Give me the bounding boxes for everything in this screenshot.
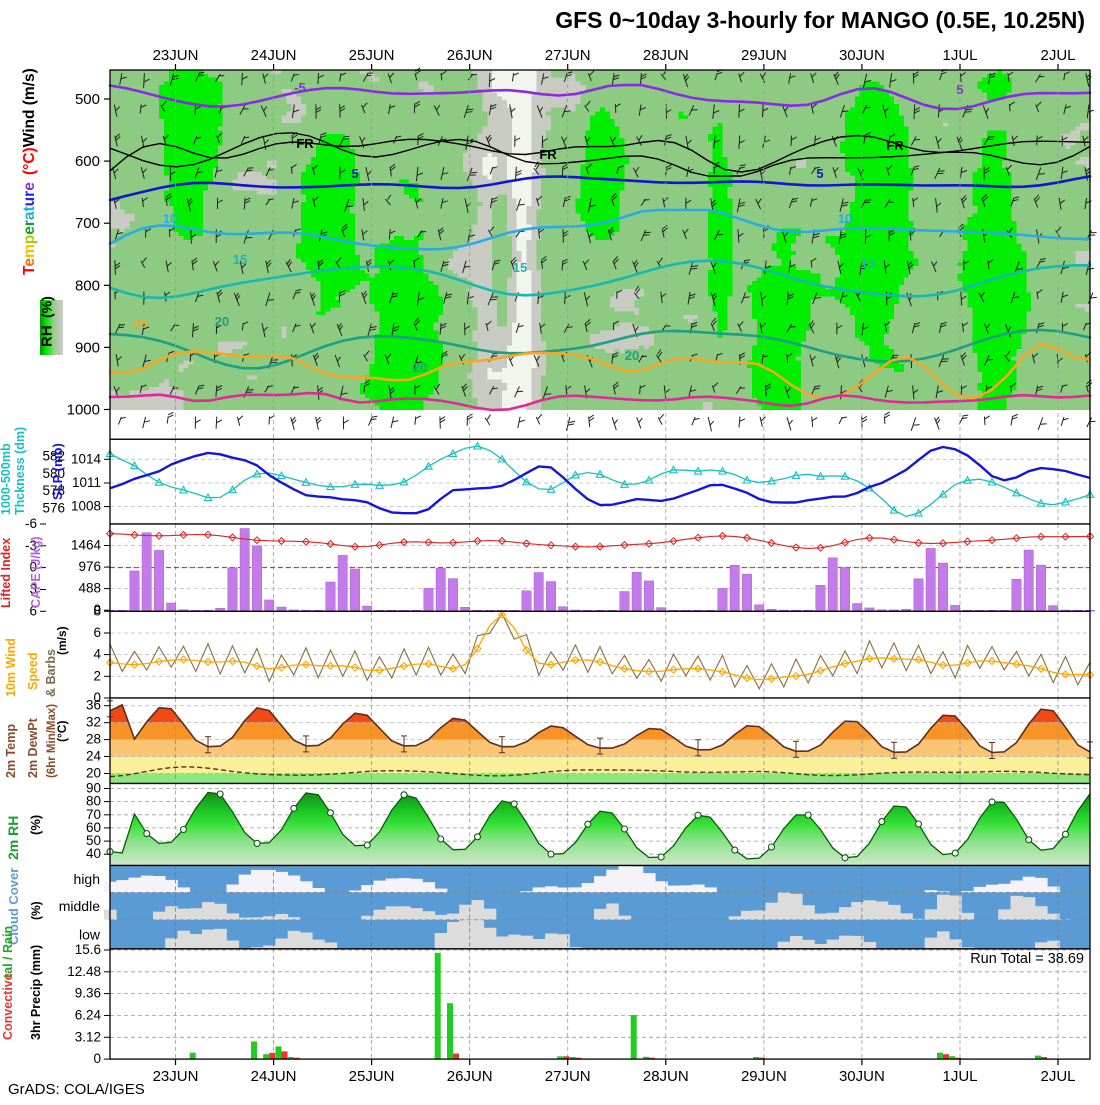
svg-text:1JUL: 1JUL — [942, 47, 977, 64]
svg-text:-6: -6 — [25, 516, 37, 531]
svg-text:tal / Rain: tal / Rain — [1, 926, 15, 978]
svg-text:-5: -5 — [294, 80, 306, 95]
svg-text:FR: FR — [539, 147, 557, 162]
svg-text:SLP (mb): SLP (mb) — [50, 443, 65, 500]
svg-text:6.24: 6.24 — [75, 1008, 102, 1023]
svg-text:5: 5 — [351, 166, 358, 181]
svg-text:25JUN: 25JUN — [349, 47, 395, 64]
svg-text:50: 50 — [86, 833, 101, 848]
svg-text:RH: RH — [39, 325, 56, 347]
svg-text:27JUN: 27JUN — [545, 1068, 591, 1085]
svg-text:29JUN: 29JUN — [741, 47, 787, 64]
svg-text:0: 0 — [93, 1051, 101, 1066]
svg-text:1000-500mb: 1000-500mb — [0, 443, 13, 515]
svg-text:(m/s): (m/s) — [55, 626, 69, 655]
svg-text:20: 20 — [215, 314, 229, 329]
svg-text:24JUN: 24JUN — [251, 47, 297, 64]
svg-text:Convective: Convective — [1, 973, 15, 1040]
svg-text:15.6: 15.6 — [75, 942, 101, 957]
svg-text:12.48: 12.48 — [67, 964, 101, 979]
svg-text:600: 600 — [75, 153, 100, 170]
svg-text:24JUN: 24JUN — [251, 1068, 297, 1085]
svg-text:(°C): (°C) — [55, 721, 69, 742]
svg-text:10: 10 — [163, 211, 177, 226]
svg-text:1464: 1464 — [71, 538, 102, 553]
svg-text:700: 700 — [75, 215, 100, 232]
svg-text:15: 15 — [233, 252, 247, 267]
svg-text:1008: 1008 — [71, 499, 101, 514]
svg-text:low: low — [79, 926, 101, 942]
svg-text:GrADS: COLA/IGES: GrADS: COLA/IGES — [8, 1081, 145, 1098]
svg-text:20: 20 — [86, 766, 101, 781]
svg-text:24: 24 — [86, 749, 102, 764]
svg-text:2m DewPt: 2m DewPt — [26, 717, 40, 778]
svg-text:800: 800 — [75, 277, 100, 294]
svg-text:27JUN: 27JUN — [545, 47, 591, 64]
svg-text:23JUN: 23JUN — [153, 47, 199, 64]
svg-text:3hr Precip (mm): 3hr Precip (mm) — [29, 945, 43, 1040]
svg-text:60: 60 — [86, 820, 101, 835]
svg-text:& Barbs: & Barbs — [44, 649, 58, 697]
svg-text:29JUN: 29JUN — [741, 1068, 787, 1085]
svg-text:70: 70 — [86, 807, 101, 822]
svg-text:900: 900 — [75, 339, 100, 356]
svg-text:(%): (%) — [28, 815, 43, 835]
svg-text:high: high — [74, 871, 100, 887]
svg-text:FR: FR — [296, 136, 314, 151]
svg-text:Temperature: Temperature — [21, 182, 38, 275]
svg-text:500: 500 — [75, 91, 100, 108]
svg-text:1000: 1000 — [67, 402, 100, 419]
svg-text:CAPE (J/kg): CAPE (J/kg) — [29, 536, 43, 608]
svg-text:GFS 0~10day 3-hourly for MANGO: GFS 0~10day 3-hourly for MANGO (0.5E, 10… — [555, 7, 1085, 33]
svg-text:28JUN: 28JUN — [643, 1068, 689, 1085]
svg-text:30JUN: 30JUN — [839, 1068, 885, 1085]
svg-text:28JUN: 28JUN — [643, 47, 689, 64]
svg-text:2JUL: 2JUL — [1040, 47, 1075, 64]
svg-text:25JUN: 25JUN — [349, 1068, 395, 1085]
svg-text:FR: FR — [886, 138, 904, 153]
svg-text:26JUN: 26JUN — [447, 47, 493, 64]
svg-text:Speed: Speed — [26, 652, 40, 690]
svg-text:2JUL: 2JUL — [1040, 1068, 1075, 1085]
svg-text:15: 15 — [861, 256, 875, 271]
svg-text:4: 4 — [93, 647, 101, 662]
svg-text:15: 15 — [513, 260, 527, 275]
svg-text:5: 5 — [816, 166, 823, 181]
svg-text:(%): (%) — [29, 901, 43, 920]
svg-text:90: 90 — [86, 781, 101, 796]
svg-text:Thckness (dm): Thckness (dm) — [13, 427, 27, 515]
svg-text:1014: 1014 — [71, 451, 102, 466]
svg-text:40: 40 — [86, 846, 101, 861]
svg-text:32: 32 — [86, 715, 101, 730]
svg-text:(°C)Wind (m/s): (°C)Wind (m/s) — [21, 68, 38, 175]
svg-text:9.36: 9.36 — [75, 986, 101, 1001]
svg-text:middle: middle — [59, 898, 100, 914]
svg-text:(%): (%) — [39, 296, 55, 318]
svg-text:20: 20 — [413, 360, 427, 375]
svg-text:576: 576 — [42, 501, 65, 516]
svg-text:36: 36 — [86, 698, 101, 713]
svg-text:10: 10 — [838, 211, 852, 226]
svg-text:1011: 1011 — [72, 475, 101, 490]
svg-text:28: 28 — [86, 732, 101, 747]
svg-text:23JUN: 23JUN — [153, 1068, 199, 1085]
svg-text:25: 25 — [133, 316, 147, 331]
svg-text:488: 488 — [78, 581, 101, 596]
svg-text:10m Wind: 10m Wind — [4, 638, 18, 697]
svg-text:80: 80 — [86, 794, 101, 809]
svg-text:Lifted Index: Lifted Index — [0, 538, 13, 608]
svg-text:8: 8 — [93, 603, 101, 618]
svg-text:3.12: 3.12 — [75, 1029, 101, 1044]
svg-text:Run Total = 38.69: Run Total = 38.69 — [970, 951, 1084, 967]
svg-text:2m RH: 2m RH — [5, 816, 21, 860]
svg-text:1JUL: 1JUL — [942, 1068, 977, 1085]
svg-text:6: 6 — [93, 625, 101, 640]
svg-text:2: 2 — [93, 668, 101, 683]
svg-text:30JUN: 30JUN — [839, 47, 885, 64]
svg-text:20: 20 — [625, 348, 639, 363]
svg-text:976: 976 — [78, 559, 101, 574]
svg-text:26JUN: 26JUN — [447, 1068, 493, 1085]
svg-text:2m Temp: 2m Temp — [4, 724, 18, 778]
